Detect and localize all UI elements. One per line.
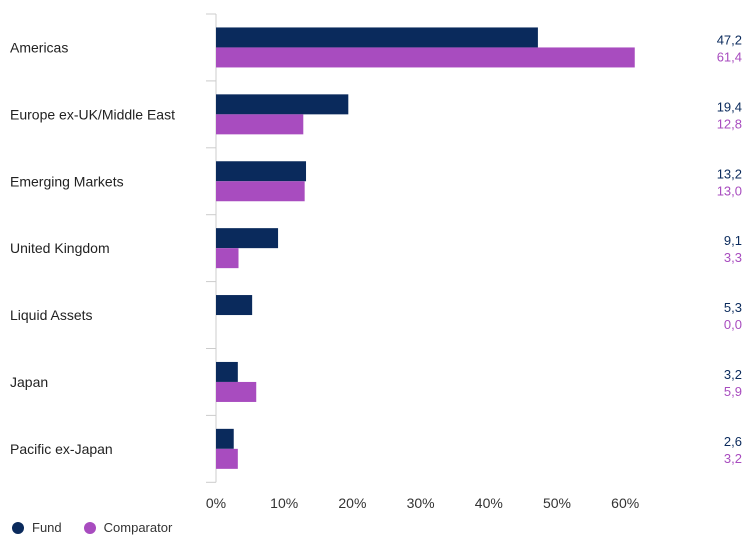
category-label: Europe ex-UK/Middle East bbox=[10, 106, 175, 122]
category-label: United Kingdom bbox=[10, 240, 110, 256]
value-label-fund: 19,4 bbox=[717, 99, 742, 114]
x-tick-label: 50% bbox=[543, 495, 571, 511]
bar-fund bbox=[216, 295, 253, 316]
value-label-comparator: 0,0 bbox=[724, 317, 742, 332]
value-label-fund: 13,2 bbox=[717, 166, 742, 181]
x-tick-label: 30% bbox=[407, 495, 435, 511]
x-tick-label: 60% bbox=[611, 495, 639, 511]
value-label-fund: 5,3 bbox=[724, 300, 742, 315]
value-label-fund: 2,6 bbox=[724, 434, 742, 449]
value-label-comparator: 13,0 bbox=[717, 183, 742, 198]
legend: Fund Comparator bbox=[12, 520, 172, 535]
x-tick-label: 10% bbox=[270, 495, 298, 511]
bar-comparator bbox=[216, 114, 304, 135]
value-label-fund: 3,2 bbox=[724, 367, 742, 382]
value-label-fund: 9,1 bbox=[724, 233, 742, 248]
value-label-comparator: 5,9 bbox=[724, 384, 742, 399]
bar-fund bbox=[216, 428, 234, 449]
legend-label-comparator: Comparator bbox=[103, 520, 173, 535]
x-tick-label: 20% bbox=[338, 495, 366, 511]
category-label: Pacific ex-Japan bbox=[10, 441, 113, 457]
x-tick-label: 40% bbox=[475, 495, 503, 511]
x-tick-label: 0% bbox=[206, 495, 226, 511]
bar-fund bbox=[216, 27, 538, 48]
value-label-comparator: 3,3 bbox=[724, 250, 742, 265]
category-label: Japan bbox=[10, 374, 48, 390]
bar-comparator bbox=[216, 47, 635, 68]
value-label-comparator: 61,4 bbox=[717, 49, 742, 64]
category-label: Liquid Assets bbox=[10, 307, 93, 323]
legend-label-fund: Fund bbox=[32, 520, 62, 535]
bar-comparator bbox=[216, 381, 257, 402]
bar-fund bbox=[216, 361, 238, 382]
bar-comparator bbox=[216, 248, 239, 269]
bar-fund bbox=[216, 161, 307, 182]
bar-fund bbox=[216, 228, 279, 249]
category-label: Americas bbox=[10, 39, 68, 55]
bar-fund bbox=[216, 94, 349, 115]
bar-comparator bbox=[216, 448, 238, 469]
legend-swatch-fund bbox=[12, 521, 24, 534]
value-label-comparator: 12,8 bbox=[717, 116, 742, 131]
value-label-comparator: 3,2 bbox=[724, 451, 742, 466]
legend-swatch-comparator bbox=[83, 521, 96, 534]
legend-item-fund: Fund bbox=[12, 520, 62, 535]
bar-comparator bbox=[216, 181, 305, 202]
legend-item-comparator: Comparator bbox=[83, 520, 173, 535]
category-label: Emerging Markets bbox=[10, 173, 124, 189]
value-label-fund: 47,2 bbox=[717, 32, 742, 47]
